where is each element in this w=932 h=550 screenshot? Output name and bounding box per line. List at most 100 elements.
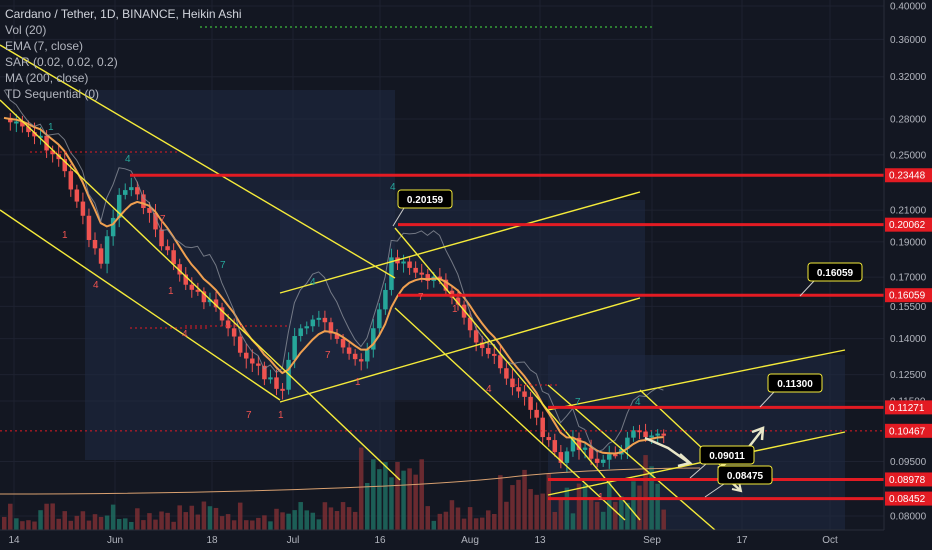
volume-bar xyxy=(141,520,146,530)
legend-td[interactable]: TD Sequential (0) xyxy=(5,87,100,101)
volume-bar xyxy=(467,507,473,530)
callout-label: 0.11300 xyxy=(777,379,813,390)
td-digit: 1 xyxy=(355,377,361,388)
volume-bar xyxy=(655,483,660,530)
td-digit: 4 xyxy=(635,397,641,408)
legend-sar[interactable]: SAR (0.02, 0.02, 0.2) xyxy=(5,55,118,69)
callout-box xyxy=(699,445,755,465)
volume-bar xyxy=(437,513,443,530)
candle-body xyxy=(104,236,110,264)
price-tag-bg xyxy=(885,217,932,232)
heikin-ashi-candles xyxy=(8,113,666,473)
legend-ma[interactable]: MA (200, close) xyxy=(5,71,89,85)
projection-arrow xyxy=(644,436,689,464)
candle-body xyxy=(516,387,521,392)
volume-bar xyxy=(522,469,527,530)
candle-body xyxy=(116,194,122,218)
price-tick: 0.09500 xyxy=(890,457,927,468)
volume-bar xyxy=(8,503,13,530)
candle-body xyxy=(280,388,285,391)
volume-bar xyxy=(365,482,370,530)
candle-body xyxy=(564,451,570,463)
price-callout: 0.11300 xyxy=(759,373,823,408)
channel-line xyxy=(0,209,281,401)
callout-label: 0.20159 xyxy=(407,195,444,206)
price-tag-bg xyxy=(885,423,932,438)
time-tick: 16 xyxy=(374,535,386,546)
time-tick: 14 xyxy=(8,535,20,546)
volume-bar xyxy=(352,511,358,530)
candle-body xyxy=(316,317,322,320)
candle-body xyxy=(38,135,43,138)
volume-bar xyxy=(159,511,164,530)
symbol-title[interactable]: Cardano / Tether, 1D, BINANCE, Heikin As… xyxy=(5,7,242,21)
volume-bar xyxy=(201,501,207,530)
td-digit: 7 xyxy=(220,260,226,271)
ema-line xyxy=(3,116,664,455)
candle-body xyxy=(92,239,98,249)
volume-bar xyxy=(419,459,424,530)
ma200-line xyxy=(0,467,701,495)
volume-bar xyxy=(153,519,158,530)
volume-bar xyxy=(552,511,558,530)
candle-body xyxy=(86,215,92,240)
candle-body xyxy=(649,435,654,438)
volume-bar xyxy=(516,479,521,530)
price-tag: 0.16059 xyxy=(885,288,932,303)
channel-line xyxy=(547,349,846,411)
candle-body xyxy=(510,378,515,388)
candle-body xyxy=(582,447,588,450)
candle-body xyxy=(540,417,545,438)
price-callouts: 0.20159 0.16059 0.11300 0.09011 0.08475 xyxy=(392,189,863,498)
candle-body xyxy=(129,187,134,191)
price-tick: 0.25000 xyxy=(890,150,927,161)
volume-bar xyxy=(129,521,134,530)
candle-body xyxy=(334,333,340,339)
price-tick: 0.36000 xyxy=(890,35,927,46)
price-tag: 0.23448 xyxy=(885,168,932,183)
time-tick: 13 xyxy=(534,535,546,546)
volume-bar xyxy=(492,513,497,530)
price-tick: 0.14000 xyxy=(890,334,927,345)
td-digit: 1 xyxy=(62,230,68,241)
volume-bar xyxy=(68,520,74,530)
price-tick: 0.12500 xyxy=(890,370,927,381)
time-axis[interactable] xyxy=(0,530,932,550)
candle-body xyxy=(153,212,158,230)
candle-body xyxy=(443,279,449,291)
candle-body xyxy=(62,159,67,172)
volume-bar xyxy=(80,511,86,530)
price-tag-label: 0.08452 xyxy=(889,494,926,505)
volume-bar xyxy=(576,483,582,530)
price-tag-bg xyxy=(885,491,932,506)
candle-body xyxy=(643,431,648,438)
volume-bar xyxy=(358,447,364,530)
callout-label: 0.16059 xyxy=(817,268,854,279)
volume-bar xyxy=(377,469,382,530)
legend-volume[interactable]: Vol (20) xyxy=(5,23,47,37)
candle-body xyxy=(123,190,128,195)
volume-bar xyxy=(250,520,255,530)
volume-bar xyxy=(600,511,606,530)
volume-bar xyxy=(546,473,551,530)
price-callout: 0.08475 xyxy=(704,465,773,498)
td-digit: 4 xyxy=(182,329,188,340)
price-axis[interactable] xyxy=(884,0,932,550)
candle-body xyxy=(147,208,152,213)
chart-legend[interactable]: Cardano / Tether, 1D, BINANCE, Heikin As… xyxy=(5,6,242,102)
volume-bar xyxy=(171,521,176,530)
volume-bar xyxy=(92,514,98,530)
candle-body xyxy=(304,326,309,329)
volume-bar xyxy=(425,506,430,530)
candle-body xyxy=(32,132,37,137)
candle-body xyxy=(262,365,267,380)
time-tick: Jun xyxy=(107,535,123,546)
candle-body xyxy=(256,363,261,366)
candle-body xyxy=(250,358,255,364)
channel-line xyxy=(279,191,641,294)
legend-ema[interactable]: EMA (7, close) xyxy=(5,39,84,53)
price-tick: 0.40000 xyxy=(890,2,927,13)
candle-body xyxy=(8,117,13,123)
candle-body xyxy=(110,217,116,237)
